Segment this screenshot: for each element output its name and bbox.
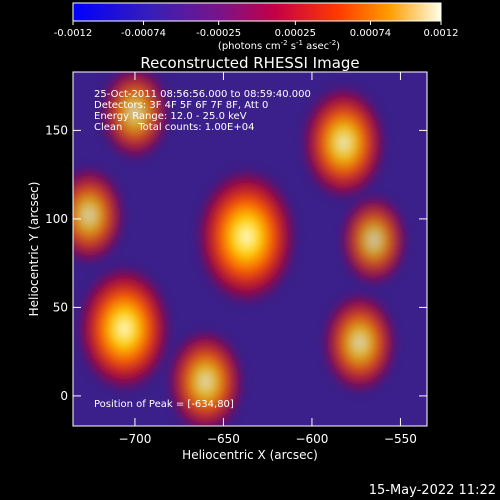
heat-source <box>320 289 400 397</box>
annotation-time-range: 25-Oct-2011 08:56:56.000 to 08:59:40.000 <box>94 89 311 100</box>
heatmap-sources <box>73 72 410 426</box>
x-tick-label: −700 <box>118 432 151 446</box>
x-tick-label: −600 <box>295 432 328 446</box>
x-tick-label: −650 <box>207 432 240 446</box>
colorbar <box>72 2 442 22</box>
annotation-detectors: Detectors: 3F 4F 5F 6F 7F 8F, Att 0 <box>94 100 268 111</box>
colorbar-tick-label: -0.00074 <box>121 28 166 39</box>
y-tick-label: 100 <box>45 212 68 226</box>
heat-source <box>165 326 247 426</box>
heat-source <box>97 72 172 163</box>
heat-source <box>338 191 410 289</box>
heat-source <box>299 82 389 203</box>
x-axis-ticks: −700 −650 −600 −550 <box>118 72 417 446</box>
y-tick-label: 50 <box>53 300 68 314</box>
heat-source <box>75 262 174 396</box>
colorbar-tick-label: 0.00074 <box>350 28 391 39</box>
y-tick-label: 0 <box>60 389 68 403</box>
annotation-energy-range: Energy Range: 12.0 - 25.0 keV <box>94 111 247 122</box>
peak-position-label: Position of Peak = [-634,80] <box>94 399 234 410</box>
heat-source <box>73 163 128 268</box>
y-axis-label: Heliocentric Y (arcsec) <box>27 182 41 317</box>
colorbar-tick-label: -0.00025 <box>196 28 241 39</box>
x-tick-label: −550 <box>384 432 417 446</box>
colorbar-tick-label: 0.0012 <box>424 28 459 39</box>
timestamp: 15-May-2022 11:22 <box>369 483 496 498</box>
colorbar-tick-label: -0.0012 <box>54 28 93 39</box>
y-tick-label: 150 <box>45 123 68 137</box>
plot-frame <box>72 71 428 427</box>
colorbar-units: (photons cm-2 s-1 asec-2) <box>218 39 340 52</box>
colorbar-ticks: -0.0012 -0.00074 -0.00025 0.00025 0.00074 0.0… <box>54 21 459 39</box>
annotation-clean-counts: Clean Total counts: 1.00E+04 <box>94 122 254 133</box>
chart-title: Reconstructed RHESSI Image <box>140 54 359 72</box>
heat-source <box>193 165 300 308</box>
y-axis-ticks: 0 50 100 150 <box>45 123 427 403</box>
colorbar-tick-label: 0.00025 <box>275 28 316 39</box>
x-axis-label: Heliocentric X (arcsec) <box>182 448 318 462</box>
